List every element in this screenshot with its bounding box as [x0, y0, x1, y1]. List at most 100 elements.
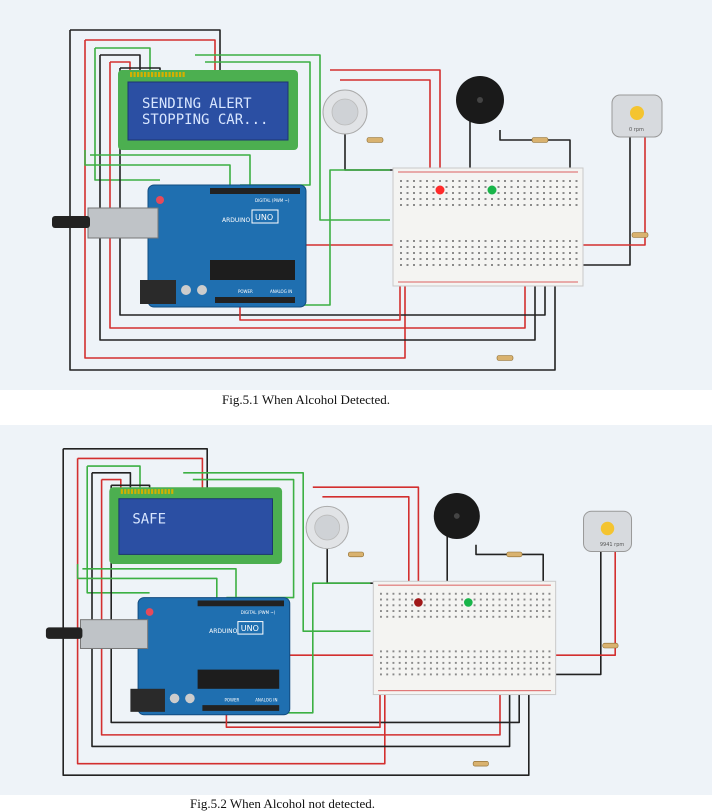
breadboard-hole — [413, 258, 415, 260]
wire — [84, 40, 406, 359]
breadboard-hole — [510, 192, 513, 194]
lcd-pin — [154, 489, 157, 494]
motor-shaft — [600, 521, 615, 536]
lcd-pin — [140, 489, 144, 494]
wire — [340, 79, 431, 185]
breadboard-hole — [448, 598, 451, 601]
capacitor — [197, 285, 207, 295]
breadboard-hole — [411, 667, 414, 670]
breadboard-hole — [445, 204, 448, 206]
breadboard-hole — [529, 661, 532, 664]
breadboard-hole — [543, 180, 545, 182]
breadboard-hole — [439, 252, 441, 254]
breadboard-hole — [492, 592, 495, 595]
breadboard-hole — [523, 252, 526, 254]
breadboard-hole — [548, 667, 551, 670]
breadboard-hole — [497, 180, 500, 182]
breadboard-hole — [423, 673, 426, 676]
breadboard-hole — [542, 592, 545, 595]
digital-header — [210, 188, 300, 194]
breadboard-hole — [423, 656, 426, 659]
breadboard — [372, 580, 557, 696]
resistor — [531, 137, 549, 143]
breadboard-hole — [569, 186, 571, 188]
breadboard-hole — [473, 604, 476, 607]
breadboard-hole — [386, 592, 389, 595]
breadboard-hole — [423, 610, 426, 612]
resistor — [496, 355, 514, 361]
breadboard-hole — [473, 661, 476, 664]
breadboard-hole — [517, 258, 519, 260]
breadboard-hole — [426, 240, 428, 242]
breadboard-hole — [530, 240, 532, 242]
breadboard-hole — [543, 198, 545, 200]
breadboard-hole — [461, 610, 464, 612]
breadboard-hole — [478, 258, 480, 260]
breadboard-hole — [411, 650, 414, 653]
breadboard-hole — [439, 264, 441, 266]
breadboard-hole — [517, 615, 520, 618]
wire — [90, 154, 251, 185]
breadboard-hole — [569, 204, 571, 206]
breadboard-hole — [473, 615, 476, 618]
breadboard-hole — [442, 667, 445, 670]
breadboard-hole — [471, 198, 474, 200]
breadboard-hole — [556, 192, 558, 194]
breadboard-hole — [458, 264, 461, 266]
breadboard-hole — [575, 246, 578, 248]
breadboard-hole — [511, 650, 513, 653]
breadboard-hole — [423, 598, 426, 601]
buzzer-hole — [477, 97, 483, 103]
breadboard-hole — [504, 192, 506, 194]
breadboard-hole — [448, 610, 451, 612]
breadboard-hole — [543, 264, 545, 266]
gas-sensor-mesh — [331, 98, 359, 126]
breadboard-hole — [511, 604, 513, 607]
breadboard-hole — [439, 240, 441, 242]
breadboard-hole — [400, 240, 402, 242]
gas-sensor-mesh — [314, 514, 341, 541]
breadboard-hole — [429, 667, 432, 670]
breadboard-hole — [392, 604, 395, 607]
breadboard-hole — [454, 604, 457, 607]
breadboard-hole — [436, 604, 439, 607]
breadboard-hole — [517, 246, 519, 248]
breadboard-hole — [413, 240, 415, 242]
breadboard-hole — [417, 673, 420, 676]
lcd-pin — [124, 489, 127, 494]
breadboard-hole — [398, 610, 401, 612]
breadboard-hole — [439, 204, 441, 206]
breadboard-hole — [479, 592, 482, 595]
breadboard-hole — [413, 264, 415, 266]
breadboard-hole — [497, 192, 500, 194]
breadboard-hole — [523, 180, 526, 182]
usb-cable — [45, 627, 83, 639]
breadboard-hole — [517, 650, 520, 653]
lcd-line-1: SENDING ALERT — [142, 96, 252, 112]
breadboard-hole — [569, 240, 571, 242]
breadboard-hole — [454, 650, 457, 653]
wire — [322, 496, 410, 598]
breadboard-hole — [523, 650, 526, 653]
breadboard-hole — [404, 604, 407, 607]
digital-header — [197, 600, 284, 607]
breadboard-hole — [442, 615, 445, 618]
power-label: POWER — [224, 697, 239, 702]
breadboard-hole — [386, 615, 389, 618]
breadboard-hole — [386, 610, 389, 612]
arduino-brand: ARDUINO — [222, 217, 251, 224]
breadboard-hole — [529, 650, 532, 653]
breadboard-hole — [426, 264, 428, 266]
breadboard-hole — [492, 610, 495, 612]
breadboard-hole — [486, 661, 488, 664]
breadboard-hole — [400, 204, 402, 206]
breadboard-hole — [423, 650, 426, 653]
breadboard-hole — [473, 610, 476, 612]
breadboard-hole — [569, 258, 571, 260]
breadboard-hole — [406, 192, 409, 194]
lcd-screen — [127, 81, 289, 141]
breadboard-hole — [504, 661, 507, 664]
breadboard-hole — [452, 246, 454, 248]
breadboard-hole — [386, 673, 389, 676]
breadboard-hole — [398, 615, 401, 618]
